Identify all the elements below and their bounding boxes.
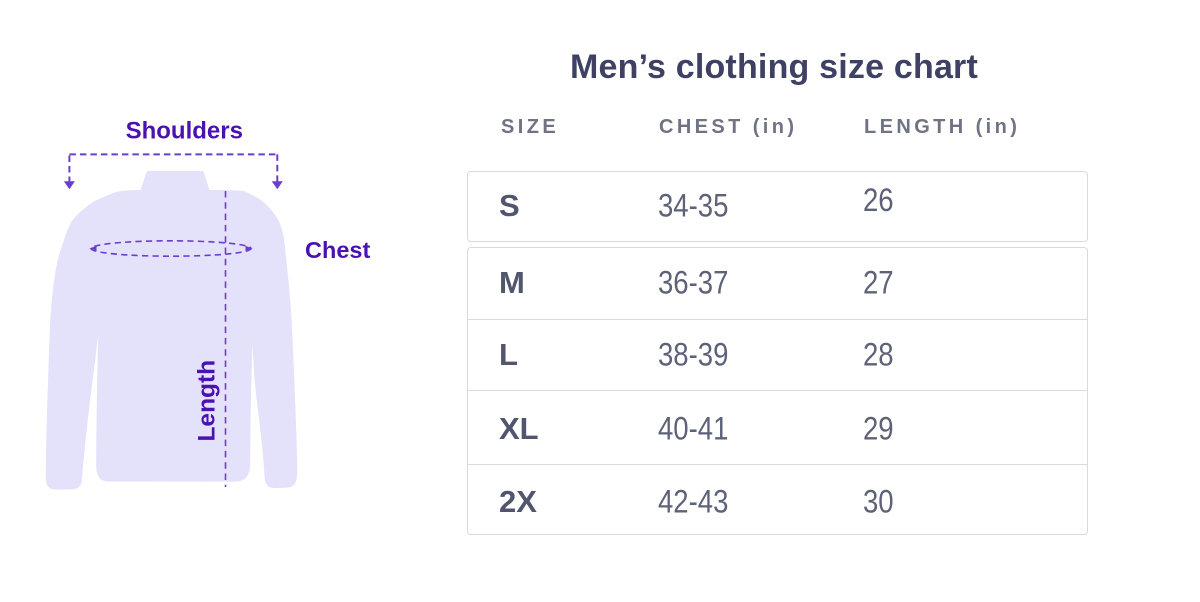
svg-text:Length: Length: [194, 360, 221, 442]
svg-text:Shoulders: Shoulders: [126, 118, 243, 145]
svg-text:Chest: Chest: [305, 237, 370, 263]
